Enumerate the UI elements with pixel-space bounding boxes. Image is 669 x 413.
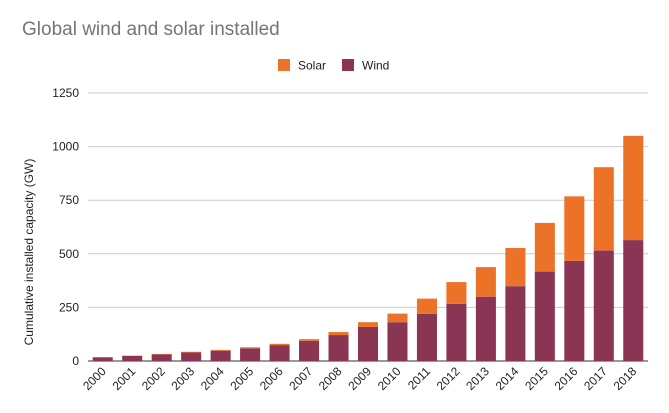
bar-solar-2010	[387, 313, 408, 323]
x-tick-label-2015: 2015	[522, 364, 551, 393]
y-axis-label: Cumulative installed capacity (GW)	[22, 159, 36, 346]
bar-solar-2007	[299, 339, 320, 341]
bar-solar-2004	[210, 349, 231, 351]
bar-wind-2006	[269, 345, 290, 361]
bar-wind-2012	[446, 303, 467, 361]
bar-wind-2017	[593, 250, 614, 361]
bar-wind-2013	[475, 296, 496, 361]
x-tick-label-2018: 2018	[611, 364, 640, 393]
bar-wind-2007	[299, 340, 320, 361]
x-tick-label-2007: 2007	[286, 364, 315, 393]
legend-label-solar: Solar	[298, 59, 326, 73]
legend-swatch-wind	[342, 59, 354, 71]
y-tick-label-750: 750	[59, 193, 79, 207]
bar-solar-2012	[446, 282, 467, 304]
bar-wind-2016	[564, 260, 585, 361]
bar-solar-2006	[269, 343, 290, 346]
legend-label-wind: Wind	[362, 59, 389, 73]
bar-wind-2014	[505, 286, 526, 361]
x-tick-label-2006: 2006	[257, 364, 286, 393]
x-tick-label-2002: 2002	[139, 364, 168, 393]
x-tick-label-2009: 2009	[345, 364, 374, 393]
bar-solar-2014	[505, 248, 526, 287]
chart-title: Global wind and solar installed	[22, 19, 280, 40]
y-tick-label-500: 500	[59, 247, 79, 261]
y-tick-label-1000: 1000	[52, 140, 79, 154]
x-axis-tick-labels: 2000 2001 2002 2003 2004 2005 2006 2007 2008 2009…	[80, 364, 640, 393]
bar-wind-2003	[181, 352, 202, 361]
bar-solar-2017	[593, 167, 614, 251]
x-tick-label-2010: 2010	[375, 364, 404, 393]
bars	[92, 135, 644, 361]
bar-solar-2005	[240, 347, 261, 349]
bar-wind-2008	[328, 335, 349, 361]
y-tick-label-250: 250	[59, 300, 79, 314]
bar-wind-2005	[240, 348, 261, 361]
x-tick-label-2001: 2001	[110, 364, 139, 393]
bar-wind-2015	[534, 271, 555, 361]
bar-wind-2004	[210, 350, 231, 361]
bar-solar-2015	[534, 222, 555, 272]
bar-solar-2013	[475, 267, 496, 297]
bar-wind-2011	[416, 313, 437, 361]
legend-swatch-solar	[278, 59, 290, 71]
bar-wind-2018	[623, 240, 644, 361]
x-tick-label-2016: 2016	[552, 364, 581, 393]
bar-solar-2018	[623, 135, 644, 241]
x-tick-label-2012: 2012	[434, 364, 463, 393]
y-axis-tick-labels: 0 250 500 750 1000 1250	[52, 86, 79, 368]
x-tick-label-2011: 2011	[405, 364, 433, 392]
bar-solar-2009	[357, 322, 379, 327]
x-tick-label-2013: 2013	[463, 364, 492, 393]
x-tick-label-2014: 2014	[493, 364, 522, 393]
x-tick-label-2000: 2000	[80, 364, 109, 393]
bar-wind-2002	[151, 354, 172, 361]
bar-solar-2016	[564, 196, 585, 261]
legend: Solar Wind	[278, 59, 389, 73]
x-tick-label-2004: 2004	[198, 364, 227, 393]
bar-solar-2008	[328, 332, 349, 336]
x-tick-label-2008: 2008	[316, 364, 345, 393]
bar-wind-2009	[357, 326, 379, 361]
bar-wind-2001	[122, 355, 143, 361]
y-tick-label-1250: 1250	[52, 86, 79, 100]
bar-wind-2010	[387, 322, 408, 361]
bar-wind-2000	[92, 357, 113, 361]
y-tick-label-0: 0	[72, 354, 79, 368]
x-tick-label-2017: 2017	[581, 364, 610, 393]
bar-solar-2003	[181, 351, 202, 353]
x-tick-label-2005: 2005	[227, 364, 256, 393]
gridlines	[88, 92, 648, 362]
x-tick-label-2003: 2003	[168, 364, 197, 393]
bar-solar-2011	[416, 298, 437, 314]
